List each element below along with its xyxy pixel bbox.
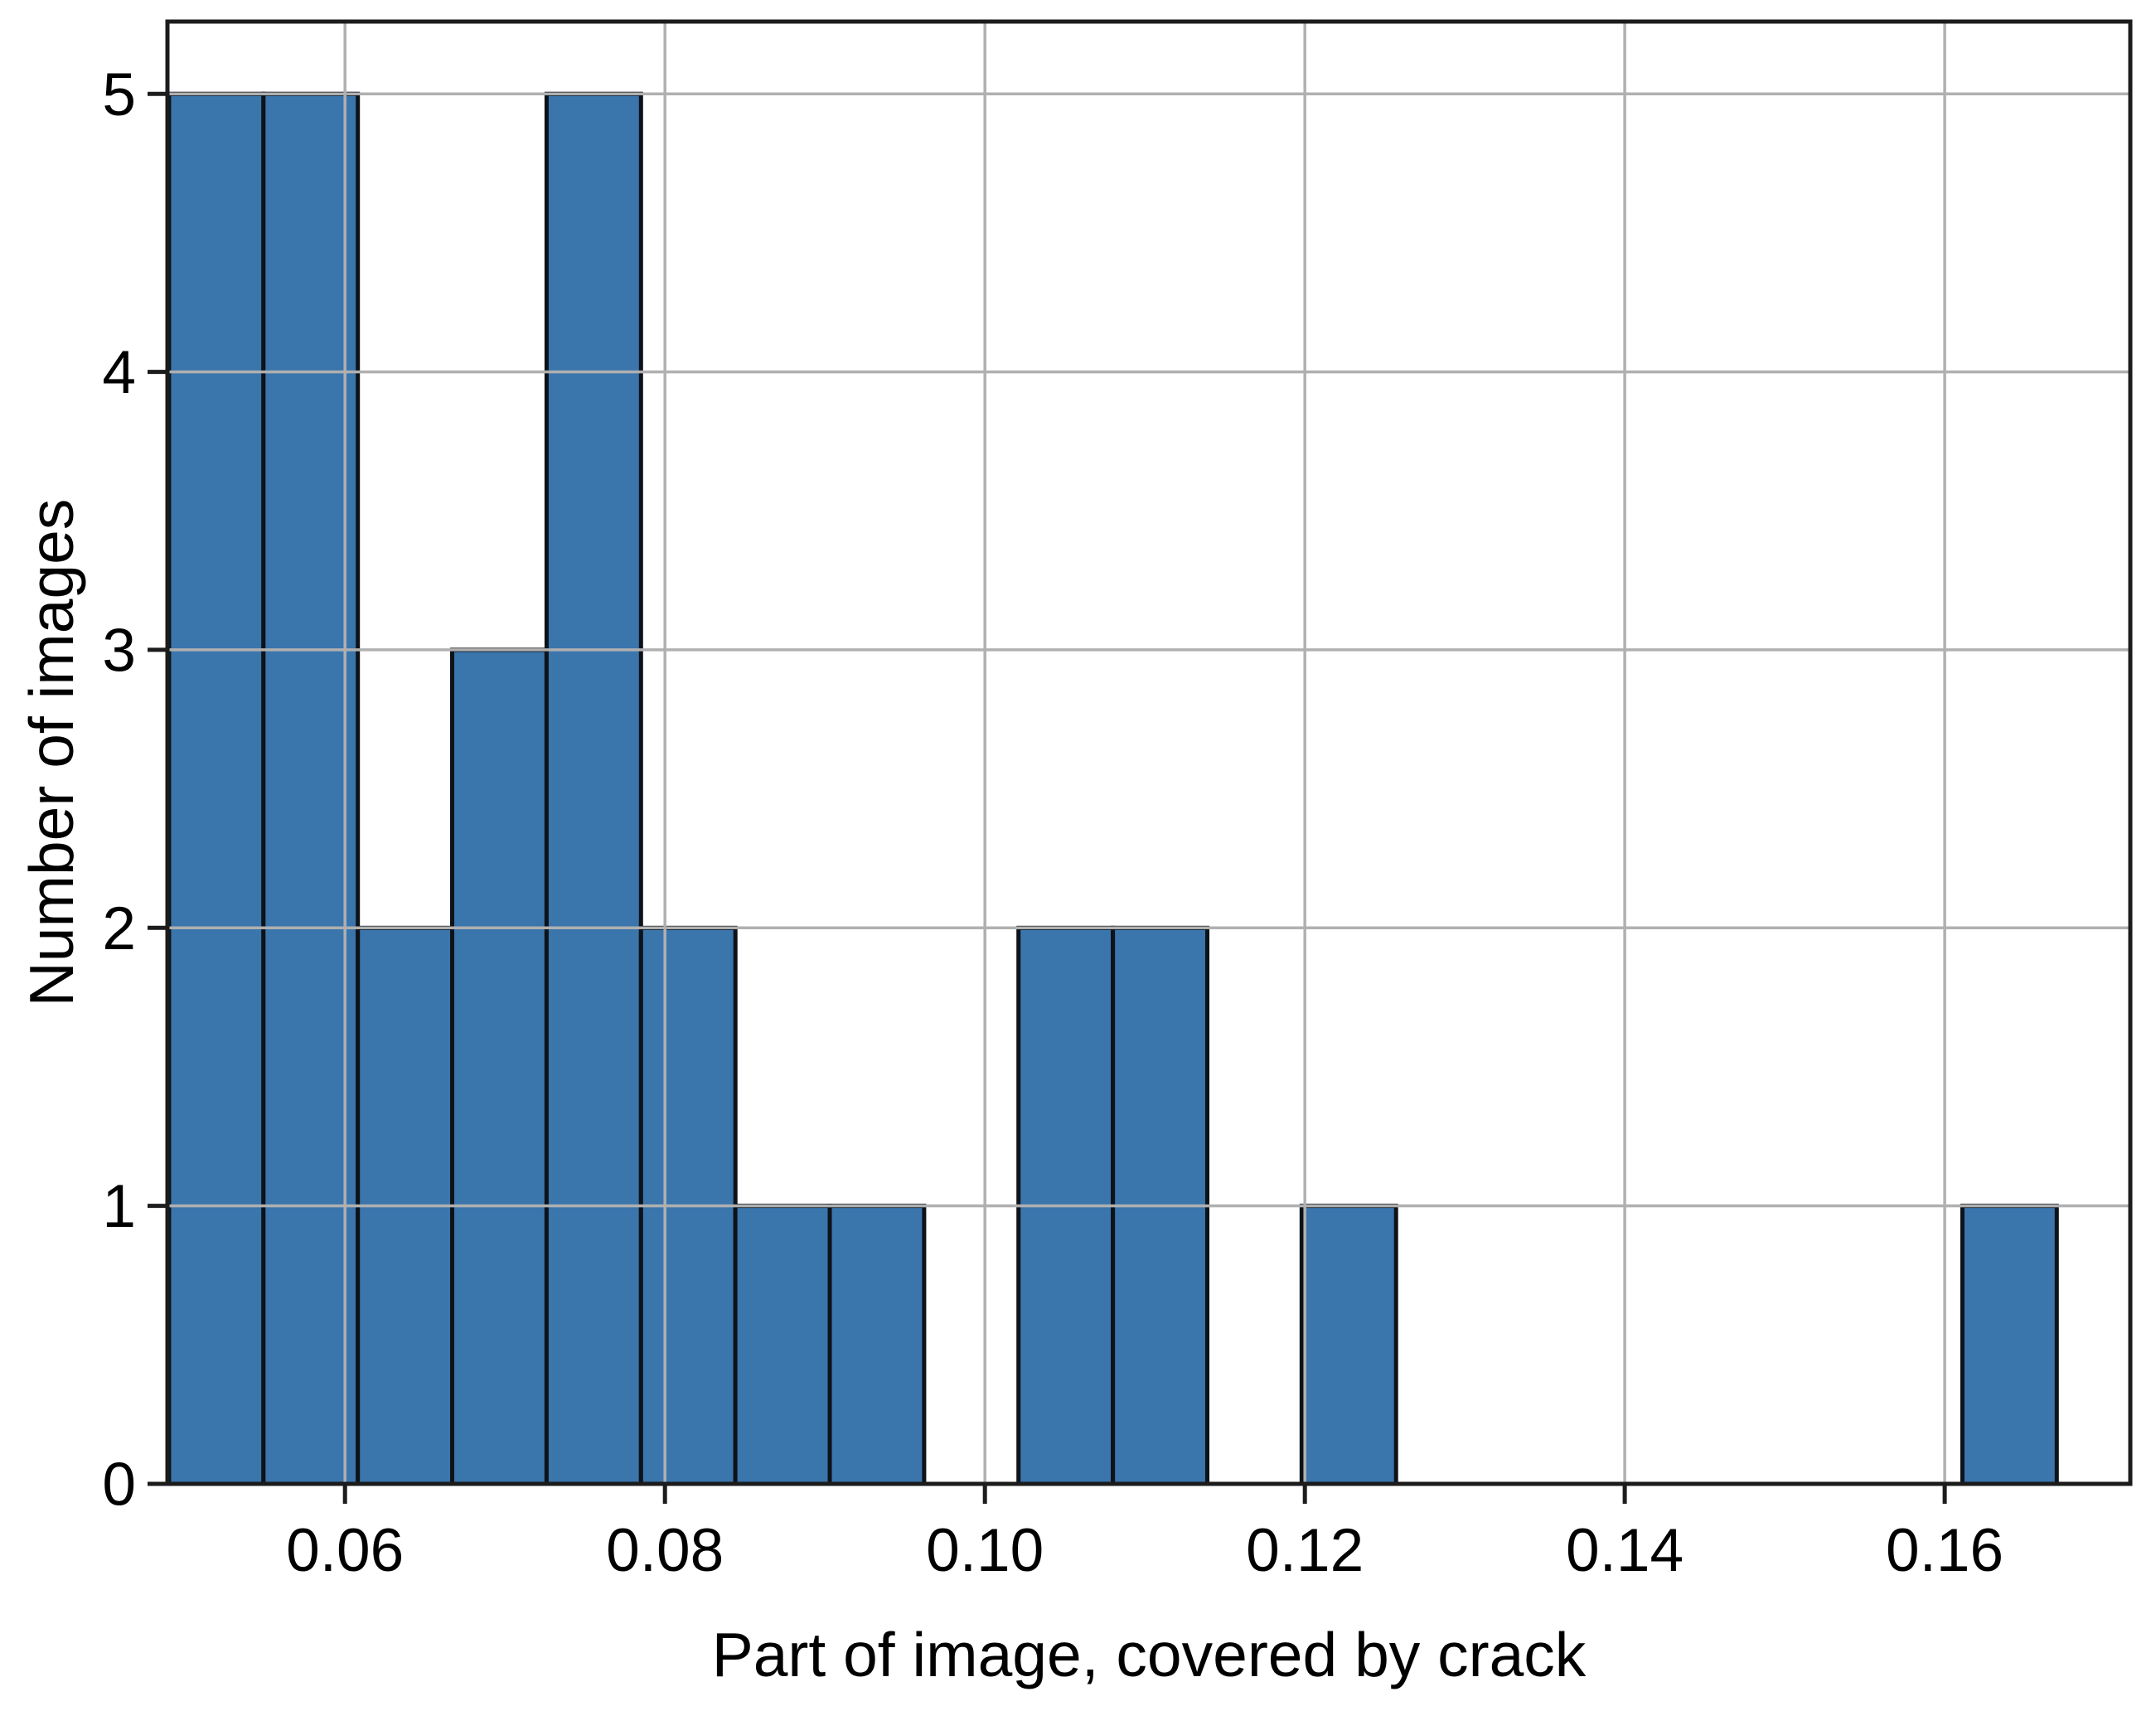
y-tick-label: 2	[102, 895, 136, 962]
x-tick-label: 0.10	[926, 1517, 1044, 1584]
histogram-bar	[827, 1204, 927, 1486]
y-tick-label: 1	[102, 1173, 136, 1240]
histogram-bar	[733, 1204, 832, 1486]
bars-layer	[167, 91, 2059, 1486]
plot-border	[165, 19, 2133, 1486]
tick-labels-layer: 0.06 0.08 0.10 0.12 0.14 0.16 0 1 2 3 4 5	[102, 61, 2003, 1584]
y-tick-label: 4	[102, 339, 136, 406]
x-tick-label: 0.16	[1886, 1517, 2003, 1584]
y-axis-label: Number of images	[17, 499, 86, 1007]
y-tick-label: 5	[102, 61, 136, 128]
histogram-bar	[1960, 1204, 2059, 1486]
x-tick-label: 0.08	[606, 1517, 724, 1584]
x-tick-label: 0.14	[1566, 1517, 1684, 1584]
histogram-bar	[1299, 1204, 1398, 1486]
x-axis-label: Part of image, covered by crack	[712, 1620, 1587, 1689]
histogram-bar	[544, 91, 643, 1486]
histogram-bar	[450, 647, 549, 1486]
histogram-bar	[167, 91, 266, 1486]
x-tick-label: 0.06	[286, 1517, 404, 1584]
x-tick-label: 0.12	[1246, 1517, 1364, 1584]
y-tick-label: 0	[102, 1452, 136, 1519]
axes-layer	[148, 19, 2133, 1504]
y-tick-label: 3	[102, 617, 136, 684]
grid-layer	[167, 22, 2130, 1484]
histogram-bar	[261, 91, 361, 1486]
